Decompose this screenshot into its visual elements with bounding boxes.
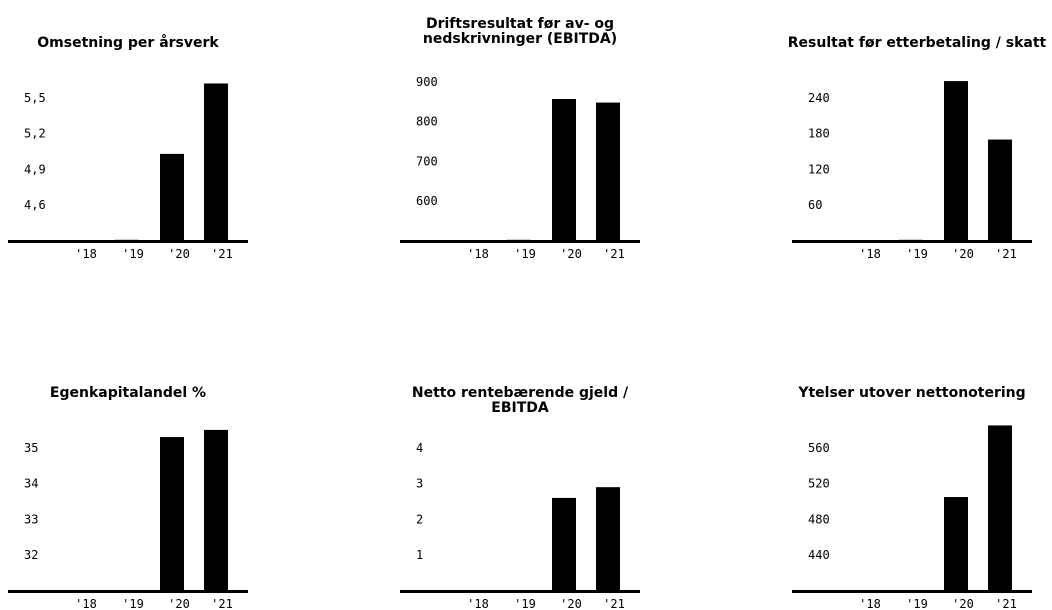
- bar-21: [596, 487, 620, 591]
- chart-panel-3: Resultat før etterbetaling / skatt 60 120 1…: [788, 0, 1052, 262]
- y-tick-label: 2: [416, 512, 423, 526]
- chart-title: Ytelser utover nettonotering: [798, 385, 1026, 401]
- x-tick-label: '19: [514, 247, 536, 261]
- y-tick-label: 5,2: [24, 127, 46, 141]
- bar-21: [988, 425, 1012, 591]
- y-tick-label: 700: [416, 154, 438, 168]
- y-tick-label: 60: [808, 198, 822, 212]
- x-axis-line: [8, 240, 248, 243]
- y-tick-label: 33: [24, 512, 38, 526]
- bar-20: [944, 81, 968, 242]
- x-axis-line: [8, 590, 248, 593]
- x-tick-label: '20: [560, 597, 582, 610]
- y-tick-label: 5,5: [24, 91, 46, 105]
- chart-title: Netto rentebærende gjeld / EBITDA: [411, 385, 629, 416]
- bar-21: [204, 429, 228, 591]
- x-tick-label: '18: [467, 597, 489, 610]
- bar-chart: 440 480 520 560 '18 '19 '20 '21: [792, 425, 1032, 610]
- bar-20: [160, 437, 184, 591]
- y-tick-label: 240: [808, 91, 830, 105]
- x-tick-label: '18: [859, 247, 881, 261]
- y-tick-label: 900: [416, 75, 438, 89]
- chart-panel-5: Netto rentebærende gjeld / EBITDA 1 2 3 4 '18…: [400, 350, 660, 610]
- x-axis-line: [400, 590, 640, 593]
- x-tick-label: '19: [906, 247, 928, 261]
- chart-title: Resultat før etterbetaling / skatt: [787, 35, 1047, 51]
- bar-20: [160, 153, 184, 241]
- y-tick-label: 3: [416, 477, 423, 491]
- chart-title: Egenkapitalandel %: [49, 385, 207, 401]
- y-tick-label: 520: [808, 477, 830, 491]
- bar-20: [944, 497, 968, 591]
- y-tick-label: 800: [416, 115, 438, 129]
- bar-21: [204, 83, 228, 241]
- chart-panel-2: Driftsresultat før av- og nedskrivninger…: [400, 0, 660, 261]
- x-tick-label: '21: [603, 597, 625, 610]
- x-tick-label: '21: [211, 597, 233, 610]
- x-tick-label: '21: [995, 597, 1017, 610]
- x-tick-label: '21: [995, 247, 1017, 261]
- bar-21: [988, 139, 1012, 241]
- x-tick-label: '21: [211, 247, 233, 261]
- chart-title: Driftsresultat før av- og nedskrivninger…: [422, 16, 618, 47]
- y-tick-label: 4,9: [24, 162, 46, 176]
- x-tick-label: '18: [467, 247, 489, 261]
- y-tick-label: 32: [24, 548, 38, 562]
- x-tick-label: '20: [168, 597, 190, 610]
- x-tick-label: '18: [75, 597, 97, 610]
- bar-21: [596, 102, 620, 241]
- chart-panel-1: Omsetning per årsverk 4,6 4,9 5,2 5,5 '18 '19 '…: [8, 0, 268, 261]
- chart-title: Omsetning per årsverk: [37, 35, 219, 51]
- x-tick-label: '21: [603, 247, 625, 261]
- x-tick-label: '18: [859, 597, 881, 610]
- y-tick-label: 4,6: [24, 198, 46, 212]
- x-tick-label: '20: [952, 247, 974, 261]
- x-tick-label: '20: [952, 597, 974, 610]
- x-tick-label: '20: [560, 247, 582, 261]
- x-tick-label: '20: [168, 247, 190, 261]
- bar-20: [552, 98, 576, 241]
- x-axis-line: [792, 590, 1032, 593]
- y-tick-label: 440: [808, 548, 830, 562]
- y-tick-label: 480: [808, 512, 830, 526]
- chart-panel-6: Ytelser utover nettonotering 440 480 520 560…: [792, 350, 1052, 610]
- x-axis-line: [792, 240, 1032, 243]
- y-tick-label: 35: [24, 441, 38, 455]
- y-tick-label: 180: [808, 127, 830, 141]
- chart-panel-4: Egenkapitalandel % 32 33 34 35 '18 '19 '20 '21: [8, 350, 268, 610]
- x-tick-label: '19: [906, 597, 928, 610]
- x-tick-label: '18: [75, 247, 97, 261]
- bar-chart: 32 33 34 35 '18 '19 '20 '21: [8, 429, 248, 610]
- x-tick-label: '19: [122, 247, 144, 261]
- x-axis-line: [400, 240, 640, 243]
- x-tick-label: '19: [514, 597, 536, 610]
- bar-20: [552, 497, 576, 591]
- bar-chart: 4,6 4,9 5,2 5,5 '18 '19 '20 '21: [8, 83, 248, 261]
- y-tick-label: 560: [808, 441, 830, 455]
- x-tick-label: '19: [122, 597, 144, 610]
- y-tick-label: 1: [416, 548, 423, 562]
- y-tick-label: 4: [416, 441, 423, 455]
- y-tick-label: 34: [24, 477, 38, 491]
- y-tick-label: 120: [808, 162, 830, 176]
- bar-chart: 1 2 3 4 '18 '19 '20 '21: [400, 441, 640, 610]
- bar-chart: 600 700 800 900 '18 '19 '20 '21: [400, 75, 640, 261]
- bar-chart: 60 120 180 240 '18 '19 '20 '21: [792, 81, 1032, 261]
- y-tick-label: 600: [416, 194, 438, 208]
